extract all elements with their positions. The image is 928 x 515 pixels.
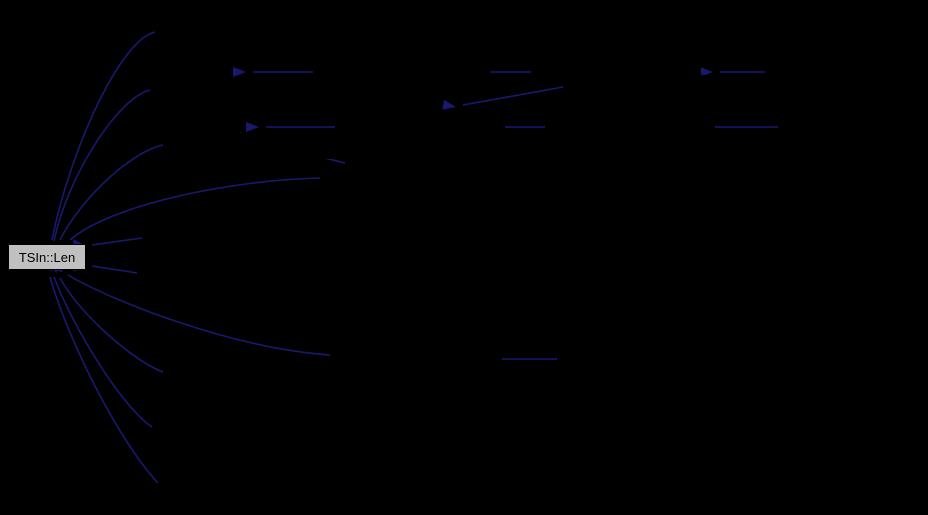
graph-edge — [462, 86, 564, 106]
graph-edge — [51, 31, 156, 241]
graph-edge-arrowhead — [233, 67, 246, 77]
graph-node-caller[interactable] — [345, 151, 515, 177]
graph-edge — [91, 265, 138, 274]
graph-edge-arrowhead — [442, 99, 456, 110]
graph-edge — [69, 177, 321, 241]
graph-node-caller[interactable] — [142, 226, 312, 252]
graph-node-caller[interactable] — [163, 133, 333, 159]
graph-node-caller[interactable] — [158, 471, 328, 497]
graph-node-caller[interactable] — [313, 60, 483, 86]
graph-node-caller[interactable] — [335, 115, 505, 141]
graph-node-caller[interactable] — [765, 60, 925, 86]
graph-node-center-label: TSIn::Len — [18, 249, 76, 265]
graph-node-caller[interactable] — [545, 115, 715, 141]
graph-edge — [67, 274, 331, 356]
graph-node-caller[interactable] — [557, 347, 727, 373]
graph-node-caller[interactable] — [778, 115, 928, 141]
graph-edge — [59, 144, 164, 241]
graph-node-center[interactable]: TSIn::Len — [8, 244, 86, 270]
graph-node-caller[interactable] — [163, 360, 333, 386]
graph-node-caller[interactable] — [563, 75, 733, 101]
graph-edge-arrowhead — [700, 67, 713, 77]
graph-edge — [59, 277, 164, 373]
graph-node-caller[interactable] — [332, 356, 502, 382]
graph-node-caller[interactable] — [155, 20, 325, 46]
graph-edge — [53, 276, 153, 428]
graph-edge-arrowhead — [246, 122, 259, 132]
graph-node-caller[interactable] — [152, 415, 322, 441]
graph-node-caller[interactable] — [137, 261, 307, 287]
graph-edge — [49, 276, 159, 484]
graph-edge — [91, 237, 143, 246]
graph-node-caller[interactable] — [150, 78, 320, 104]
graph-edge — [53, 89, 151, 242]
